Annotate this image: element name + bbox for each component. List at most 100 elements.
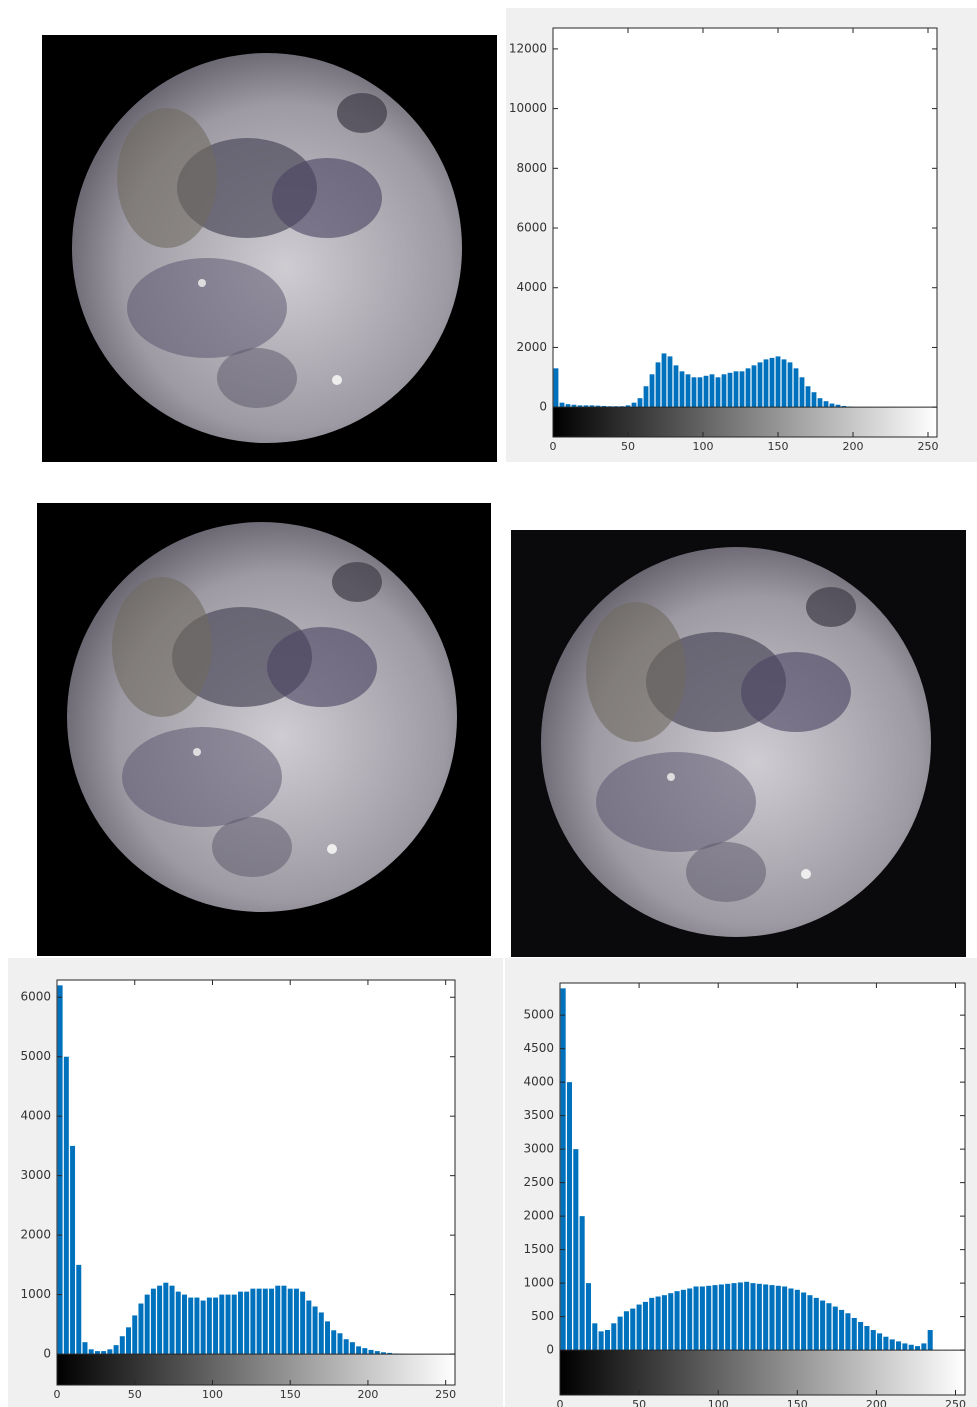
y-tick-label: 1000 [20, 1287, 51, 1301]
x-tick-label: 250 [945, 1398, 966, 1407]
histogram-bar [764, 359, 769, 407]
x-tick-label: 100 [693, 440, 714, 453]
histogram-bar [194, 1298, 199, 1354]
histogram-bar [806, 386, 811, 407]
histogram-chart: 0500100015002000250030003500400045005000… [505, 958, 977, 1407]
histogram-bar [744, 1282, 749, 1350]
histogram-bar [681, 1290, 686, 1350]
histogram-bar [300, 1292, 305, 1354]
histogram-bar [126, 1327, 131, 1354]
y-tick-label: 6000 [516, 221, 547, 235]
histogram-bar [824, 401, 829, 407]
moon-image [42, 35, 497, 462]
y-tick-label: 2000 [20, 1228, 51, 1242]
histogram-bar [833, 1307, 838, 1351]
y-tick-label: 4000 [516, 280, 547, 294]
histogram-bar [656, 1297, 661, 1351]
histogram-bar [337, 1333, 342, 1354]
histogram-bar [650, 374, 655, 407]
histogram-bar [713, 1285, 718, 1350]
y-tick-label: 1500 [523, 1242, 554, 1256]
histogram-bar [902, 1343, 907, 1350]
histogram-bar [801, 1293, 806, 1351]
histogram-bar [687, 1288, 692, 1350]
histogram-bar [313, 1306, 318, 1354]
histogram-bar [871, 1330, 876, 1350]
y-tick-label: 3000 [523, 1142, 554, 1156]
histogram-bar [740, 371, 745, 407]
histogram-bar [306, 1301, 311, 1355]
histogram-bar [752, 365, 757, 407]
histogram-bar [728, 373, 733, 407]
histogram-bar [350, 1342, 355, 1354]
y-tick-label: 1000 [523, 1276, 554, 1290]
histogram-bar [763, 1284, 768, 1350]
histogram-bar [151, 1289, 156, 1354]
y-tick-label: 4000 [20, 1109, 51, 1123]
histogram-bar [592, 1323, 597, 1350]
histogram-bar [915, 1346, 920, 1350]
histogram-bar [680, 371, 685, 407]
x-tick-label: 50 [128, 1388, 142, 1401]
histogram-bar [722, 374, 727, 407]
histogram-bar [716, 377, 721, 407]
histogram-bar [700, 1286, 705, 1350]
histogram-bar [694, 1286, 699, 1350]
histogram-bar [238, 1292, 243, 1354]
histogram-bar [176, 1292, 181, 1354]
histogram-bar [795, 1290, 800, 1350]
histogram-bar [704, 376, 709, 407]
figure: 0200040006000800010000120000501001502002… [0, 0, 977, 1407]
histogram-bar [928, 1330, 933, 1350]
y-tick-label: 10000 [509, 101, 547, 115]
histogram-bar [599, 1331, 604, 1350]
histogram-bar [830, 404, 835, 408]
histogram-bar [909, 1345, 914, 1350]
x-tick-label: 50 [632, 1398, 646, 1407]
y-tick-label: 4500 [523, 1041, 554, 1055]
histogram-bar [706, 1286, 711, 1350]
histogram-bar [201, 1301, 206, 1355]
histogram-bar [114, 1345, 119, 1354]
x-tick-label: 150 [787, 1398, 808, 1407]
histogram-bar [845, 1313, 850, 1350]
histogram-bar [275, 1286, 280, 1354]
histogram-bar [782, 359, 787, 407]
histogram-bar [649, 1298, 654, 1350]
histogram-bar [770, 358, 775, 407]
histogram-bar [698, 377, 703, 407]
histogram-bar [864, 1326, 869, 1350]
histogram-bar [890, 1339, 895, 1350]
y-tick-label: 4000 [523, 1075, 554, 1089]
histogram-bar [611, 1323, 616, 1350]
histogram-bar [734, 371, 739, 407]
histogram-bar [170, 1286, 175, 1354]
histogram-bar [794, 368, 799, 407]
histogram-bar [138, 1304, 143, 1355]
histogram-bar [800, 377, 805, 407]
histogram-bar [656, 362, 661, 407]
histogram-bar [624, 1311, 629, 1350]
histogram-bar [644, 386, 649, 407]
histogram-bar [120, 1336, 125, 1354]
x-tick-label: 100 [708, 1398, 729, 1407]
histogram-bar [219, 1295, 224, 1354]
histogram-bar [64, 1057, 69, 1354]
histogram-bar [319, 1312, 324, 1354]
histogram-bar [877, 1333, 882, 1350]
histogram-bar [107, 1349, 112, 1354]
histogram-bar [818, 398, 823, 407]
y-tick-label: 5000 [20, 1049, 51, 1063]
histogram-bar [637, 1305, 642, 1351]
histogram-bar [662, 353, 667, 407]
histogram-bar [207, 1298, 212, 1354]
histogram-bar [788, 362, 793, 407]
histogram-bar [132, 1315, 137, 1354]
x-tick-label: 250 [918, 440, 939, 453]
histogram-bar [883, 1337, 888, 1350]
histogram-bar [782, 1286, 787, 1350]
histogram-bar [369, 1350, 374, 1354]
histogram-bar [188, 1298, 193, 1354]
histogram-bar [89, 1349, 94, 1354]
